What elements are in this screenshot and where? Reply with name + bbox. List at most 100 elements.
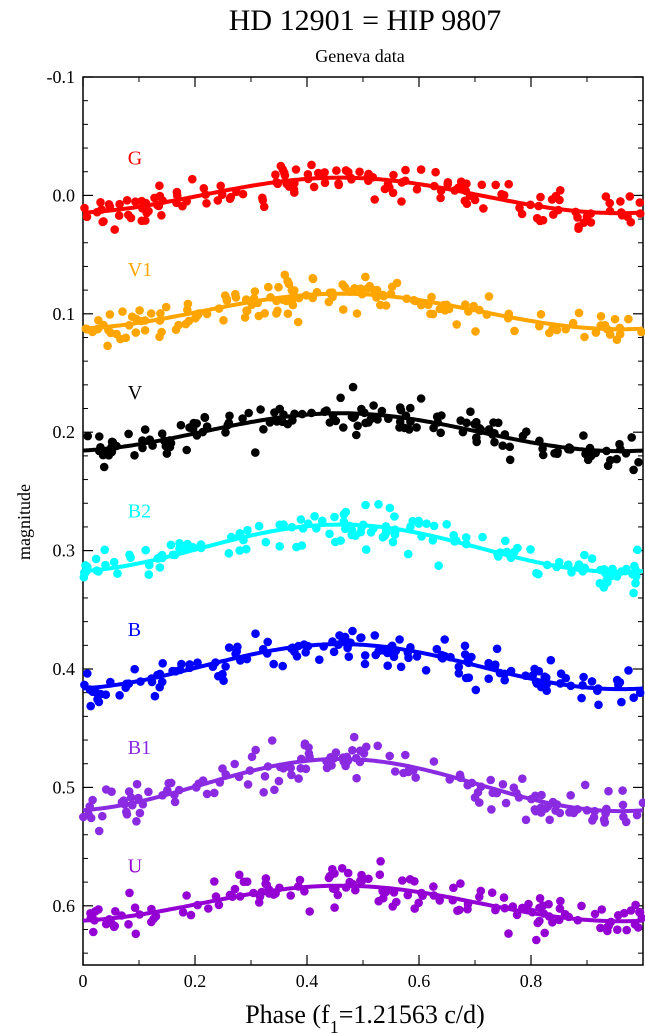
y-tick-label: 0.1 <box>53 304 76 324</box>
data-point <box>216 181 225 191</box>
data-point <box>213 196 223 205</box>
data-point <box>536 310 546 319</box>
data-point <box>372 285 382 295</box>
data-point <box>428 309 438 319</box>
data-point <box>606 455 615 465</box>
data-point <box>440 635 450 644</box>
data-point <box>144 787 153 797</box>
data-point <box>339 510 349 519</box>
data-point <box>325 529 334 539</box>
data-point <box>259 202 269 212</box>
data-point <box>114 211 124 220</box>
data-point <box>505 455 515 465</box>
data-point <box>615 678 625 687</box>
data-point <box>94 697 104 707</box>
data-point <box>370 195 380 204</box>
data-point <box>477 180 487 190</box>
data-point <box>314 168 323 178</box>
data-point <box>283 309 293 319</box>
data-point <box>490 437 499 447</box>
data-point <box>166 778 176 788</box>
data-point <box>395 403 405 412</box>
data-point <box>150 193 159 203</box>
data-point <box>548 918 557 927</box>
data-point <box>290 188 299 197</box>
data-point <box>406 522 415 532</box>
fit-curve <box>82 883 644 924</box>
series-label: B <box>128 619 141 641</box>
data-point <box>247 752 257 762</box>
data-point <box>624 666 633 675</box>
data-point <box>115 691 124 700</box>
y-tick-label: 0.5 <box>53 777 76 797</box>
series-b1: B1 <box>79 732 645 836</box>
data-point <box>322 763 332 773</box>
data-point <box>535 894 545 903</box>
data-point <box>404 653 413 663</box>
data-point <box>594 700 603 710</box>
data-point <box>242 877 252 886</box>
data-point <box>238 414 247 423</box>
data-point <box>174 320 183 330</box>
y-axis-ticks: -0.1 0.0 0.1 0.2 0.3 0.4 0.5 0.6 <box>47 67 643 954</box>
data-point <box>470 793 480 802</box>
data-point <box>545 815 554 825</box>
data-point <box>616 197 625 206</box>
data-point <box>166 438 176 448</box>
data-point <box>357 876 367 885</box>
data-point <box>225 411 234 421</box>
data-point <box>613 911 623 920</box>
data-point <box>222 294 231 304</box>
data-point <box>429 757 439 766</box>
data-point <box>597 905 607 914</box>
data-point <box>188 174 197 184</box>
data-point <box>130 903 140 912</box>
data-point <box>536 192 545 202</box>
data-point <box>582 212 592 221</box>
data-point <box>105 310 115 319</box>
data-point <box>334 179 343 188</box>
data-point <box>579 431 588 440</box>
data-point <box>175 539 184 548</box>
data-point <box>499 893 509 902</box>
data-point <box>631 900 640 910</box>
data-point <box>356 633 365 643</box>
data-point <box>262 880 272 890</box>
data-point <box>487 888 497 897</box>
data-point <box>510 326 519 336</box>
data-point <box>521 815 531 825</box>
series-layer: G V1 V B2 B B1 U <box>79 148 645 945</box>
data-point <box>83 669 92 678</box>
data-point <box>388 537 398 547</box>
fit-curve <box>82 291 644 332</box>
data-point <box>235 870 244 880</box>
data-point <box>454 669 464 678</box>
data-point <box>86 701 95 711</box>
data-point <box>88 795 97 805</box>
data-point <box>378 533 388 542</box>
data-point <box>456 177 466 186</box>
series-b2: B2 <box>79 500 644 598</box>
data-point <box>416 165 426 174</box>
data-point <box>260 772 270 781</box>
data-point <box>293 317 303 327</box>
data-point <box>320 178 330 188</box>
data-point <box>630 561 639 571</box>
data-point <box>405 875 415 884</box>
data-point <box>540 928 549 938</box>
data-point <box>422 519 431 528</box>
fit-curve <box>82 411 644 454</box>
data-point <box>337 864 347 873</box>
data-point <box>330 903 339 912</box>
data-point <box>292 542 301 552</box>
data-point <box>546 655 556 665</box>
data-point <box>89 927 98 937</box>
chart-subtitle: Geneva data <box>315 46 404 66</box>
data-point <box>348 626 357 636</box>
data-point <box>432 644 442 654</box>
data-point <box>113 569 122 578</box>
data-point <box>590 909 600 919</box>
data-point <box>330 512 339 522</box>
data-point <box>219 676 228 685</box>
data-point <box>103 341 112 351</box>
